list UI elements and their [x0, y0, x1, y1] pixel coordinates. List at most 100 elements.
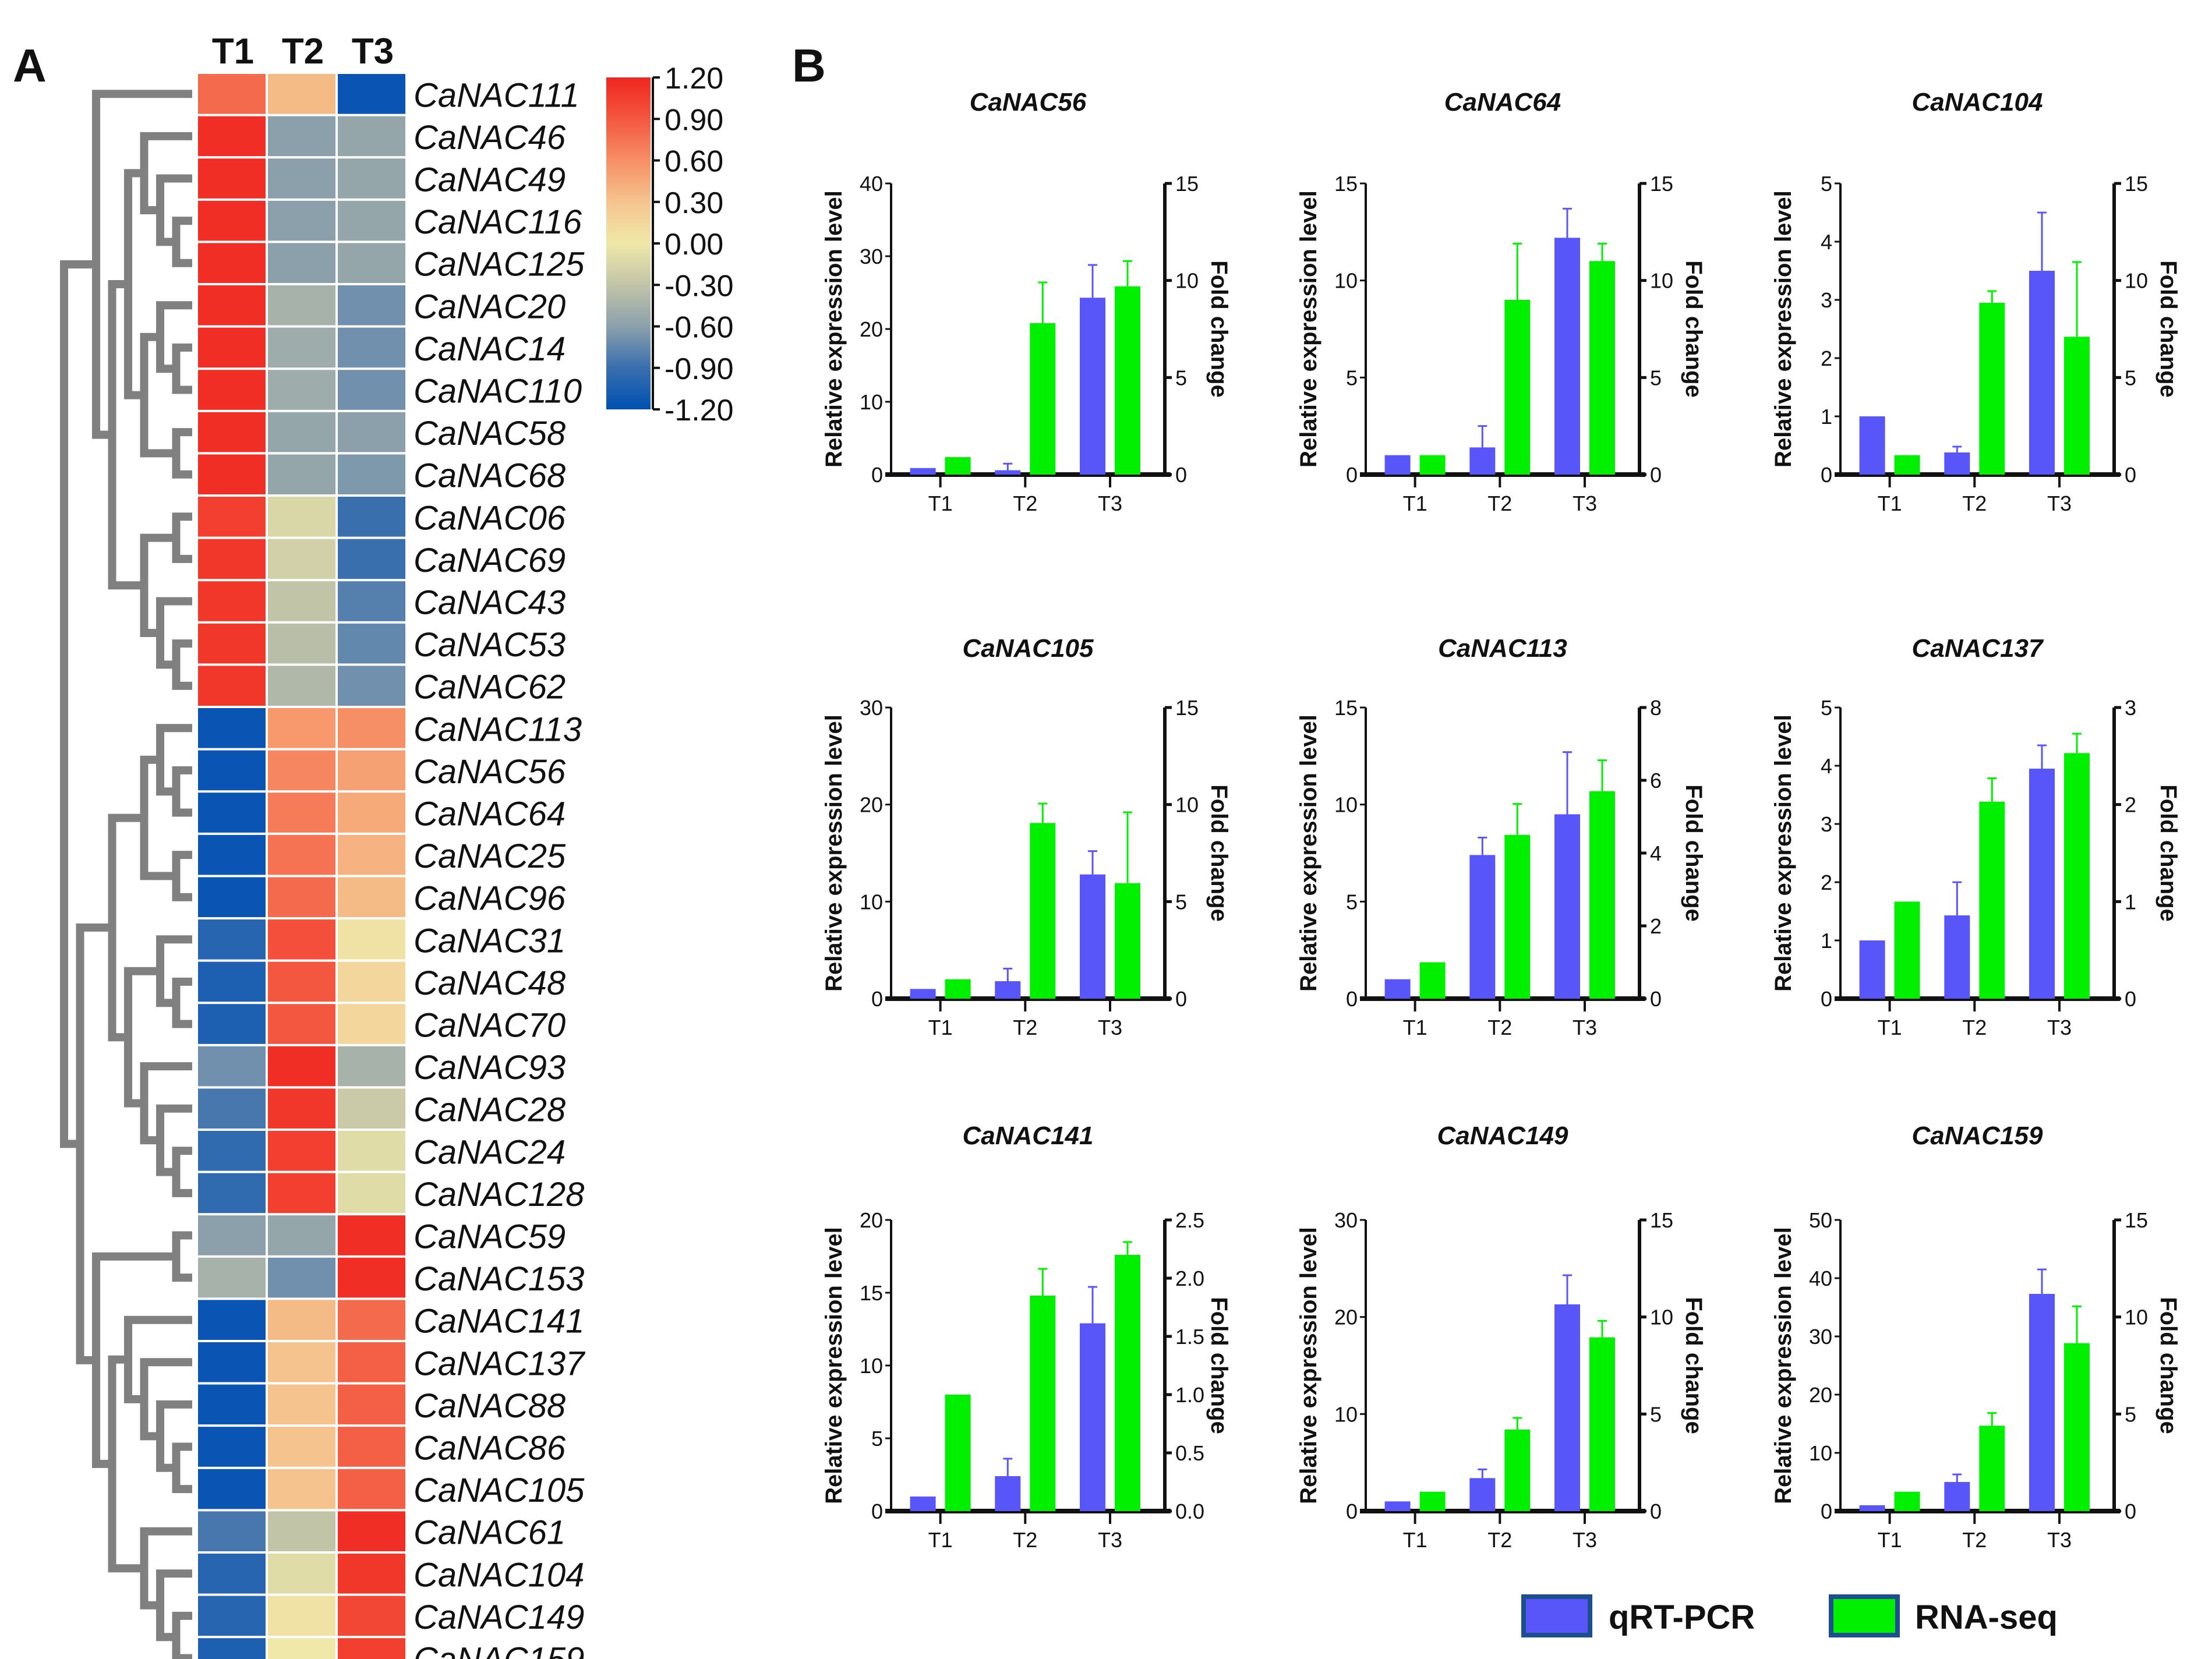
y-tick-label: 0	[871, 987, 883, 1011]
bar-rna-seq	[1419, 1491, 1446, 1511]
y2-axis-title: Fold change	[1206, 260, 1232, 398]
panel-label-a: A	[13, 40, 47, 91]
bar-rna-seq	[1115, 883, 1140, 999]
x-tick-label: T2	[1487, 491, 1512, 515]
heatmap-cell	[268, 1596, 335, 1636]
heatmap-cell	[198, 74, 266, 114]
heatmap-cell	[268, 1511, 335, 1551]
row-label: CaNAC58	[414, 415, 566, 452]
dendrogram-branch	[172, 512, 192, 563]
heatmap-cell	[198, 116, 266, 157]
row-label: CaNAC53	[414, 626, 566, 664]
dendrogram-branch	[172, 977, 192, 1028]
heatmap-cell	[338, 412, 405, 452]
row-label: CaNAC31	[414, 922, 566, 960]
heatmap-cell	[198, 750, 266, 791]
heatmap-cell	[268, 834, 335, 875]
heatmap-cell	[338, 200, 405, 241]
heatmap-cell	[338, 1596, 405, 1636]
column-header: T3	[352, 31, 394, 72]
y-tick-label: 0	[1821, 987, 1832, 1011]
chart-title: CaNAC104	[1912, 88, 2043, 116]
y2-axis-title: Fold change	[1681, 784, 1706, 922]
bar-rna-seq	[1979, 1425, 2005, 1511]
y-axis-title: Relative expression level	[821, 714, 847, 992]
y2-axis-title: Fold change	[1681, 1297, 1706, 1434]
y2-tick-label: 0.5	[1175, 1441, 1204, 1465]
dendrogram-branch	[172, 766, 192, 817]
row-label: CaNAC96	[414, 880, 566, 918]
bar-rna-seq	[1894, 901, 1920, 999]
row-label: CaNAC149	[414, 1598, 584, 1636]
heatmap-cell	[338, 961, 405, 1002]
bar-qrt-pcr	[1384, 979, 1411, 999]
y-axis-title: Relative expression level	[1296, 190, 1321, 468]
heatmap-cell	[338, 834, 405, 875]
colorbar-tick-label: -1.20	[665, 394, 734, 427]
heatmap-cell	[198, 623, 266, 664]
heatmap-cell	[338, 243, 405, 283]
heatmap-cell	[198, 1046, 266, 1087]
bar-chart-canac137: CaNAC137 0 1 2 3 4 5 0 1 2 3 Relative expression le…	[1771, 634, 2181, 1039]
error-bar	[1478, 836, 1487, 855]
y2-tick-label: 0	[1175, 463, 1187, 487]
colorbar-tick-label: 0.30	[665, 186, 723, 220]
bar-rna-seq	[2064, 753, 2090, 999]
x-tick-label: T3	[1573, 1528, 1597, 1552]
panel-label-b: B	[792, 40, 826, 91]
bar-qrt-pcr	[1384, 455, 1411, 475]
y2-tick-label: 5	[2125, 1402, 2136, 1426]
row-label: CaNAC25	[414, 837, 566, 875]
row-label: CaNAC159	[414, 1641, 584, 1659]
error-bar	[2037, 744, 2047, 769]
bar-qrt-pcr	[2029, 271, 2055, 475]
bar-qrt-pcr	[1944, 452, 1970, 475]
error-bar	[1478, 1468, 1487, 1478]
bar-rna-seq	[1504, 300, 1531, 475]
y2-tick-label: 10	[1650, 269, 1673, 293]
x-tick-label: T3	[1098, 1016, 1122, 1039]
heatmap-cell	[338, 1004, 405, 1044]
heatmap-cell	[198, 1342, 266, 1382]
heatmap-cell	[268, 285, 335, 326]
x-tick-label: T1	[928, 1016, 953, 1039]
row-label: CaNAC62	[414, 668, 566, 706]
heatmap-cell	[338, 877, 405, 917]
heatmap-cell	[268, 497, 335, 537]
heatmap-cell	[268, 454, 335, 494]
bar-chart-canac104: CaNAC104 0 1 2 3 4 5 0 5 10 15 Relative expression …	[1771, 88, 2181, 515]
chart-title: CaNAC137	[1912, 634, 2045, 663]
bar-rna-seq	[1115, 1255, 1140, 1511]
row-label: CaNAC43	[414, 584, 566, 622]
y-tick-label: 20	[1334, 1306, 1358, 1329]
y2-tick-label: 0	[2125, 463, 2136, 487]
heatmap-cell	[198, 243, 266, 283]
heatmap-cell	[198, 1427, 266, 1467]
bar-rna-seq	[1030, 1296, 1056, 1511]
x-tick-label: T1	[1878, 1016, 1902, 1039]
bar-rna-seq	[1115, 286, 1140, 475]
heatmap-cell	[338, 1638, 405, 1659]
y-tick-label: 5	[1821, 172, 1832, 196]
column-header: T1	[212, 31, 254, 72]
bar-qrt-pcr	[1944, 915, 1970, 999]
colorbar-tick-label: -0.60	[665, 311, 734, 345]
error-bar	[1952, 881, 1962, 915]
error-bar	[1088, 850, 1097, 875]
dendrogram-branch	[172, 639, 192, 690]
error-bar	[1987, 290, 1997, 303]
y2-tick-label: 15	[1175, 696, 1199, 720]
heatmap-cell	[268, 1554, 335, 1594]
legend-swatch-qrt	[1521, 1594, 1592, 1637]
y2-axis-title: Fold change	[2156, 260, 2181, 398]
row-label: CaNAC137	[414, 1345, 586, 1382]
heatmap-cell	[198, 961, 266, 1002]
heatmap-cell	[338, 454, 405, 494]
error-bar	[1038, 1268, 1048, 1296]
heatmap-cell	[198, 1215, 266, 1255]
error-bar	[1038, 281, 1048, 323]
heatmap-cell	[268, 1384, 335, 1425]
dendrogram-branch	[60, 260, 96, 1148]
y2-tick-label: 0	[2125, 987, 2136, 1011]
heatmap-cell	[338, 1257, 405, 1298]
